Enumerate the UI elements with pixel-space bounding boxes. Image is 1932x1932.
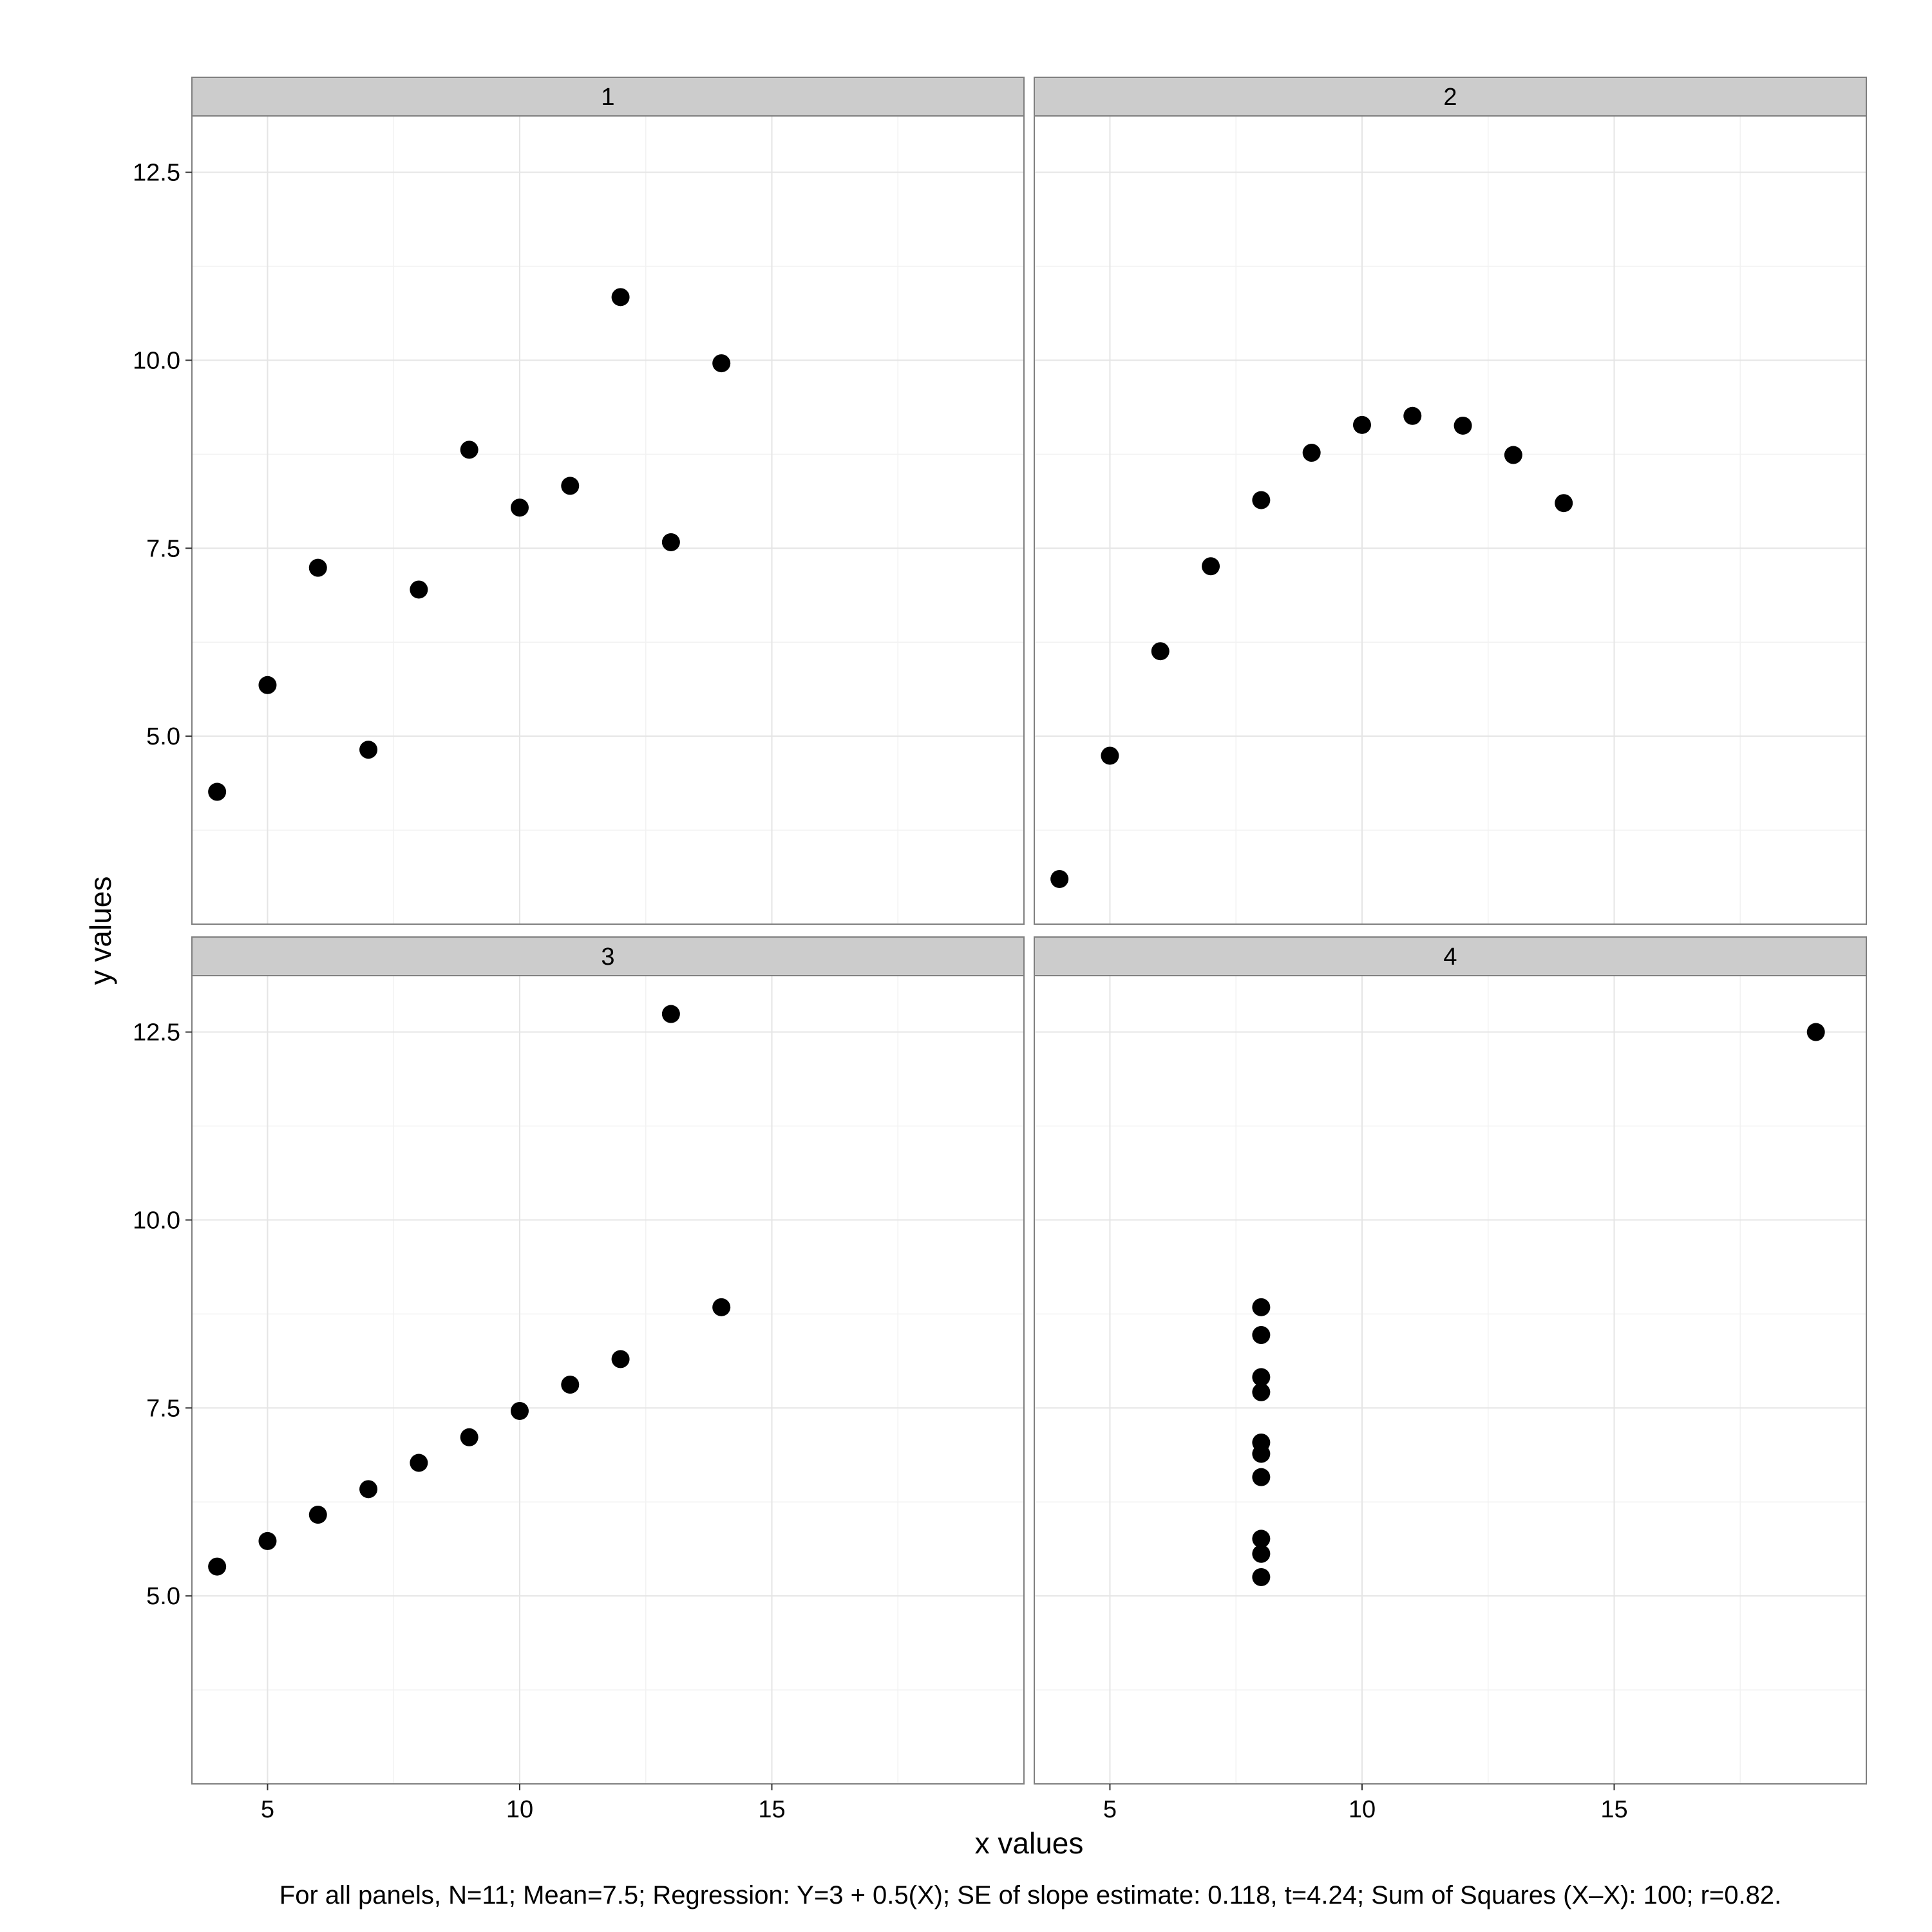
panel-4: 4 5 10 15 xyxy=(1034,936,1867,1823)
facet-strip-label: 3 xyxy=(601,943,614,971)
data-point xyxy=(1252,491,1271,509)
data-point xyxy=(1252,1444,1271,1463)
data-point xyxy=(1101,746,1119,765)
data-point xyxy=(561,477,580,495)
data-point xyxy=(460,1428,478,1446)
data-point xyxy=(1504,446,1522,464)
data-point xyxy=(1252,1567,1271,1586)
facet-strip-label: 2 xyxy=(1443,84,1457,111)
x-tick-label: 10 xyxy=(506,1796,533,1823)
data-point xyxy=(661,533,680,551)
data-point xyxy=(1352,415,1371,434)
data-point xyxy=(410,580,428,599)
panel-2: 2 xyxy=(1034,77,1867,925)
data-point xyxy=(510,1401,529,1420)
data-point xyxy=(1454,416,1472,435)
panel-background xyxy=(192,976,1024,1784)
data-point xyxy=(1806,1023,1825,1041)
data-point xyxy=(611,288,630,307)
y-tick-label: 12.5 xyxy=(133,1019,180,1046)
y-tick-label: 10.0 xyxy=(133,1207,180,1234)
data-point xyxy=(208,782,227,801)
data-point xyxy=(1403,406,1422,425)
y-tick-label: 7.5 xyxy=(146,1395,180,1422)
y-tick-label: 5.0 xyxy=(146,1583,180,1610)
data-point xyxy=(359,1480,378,1499)
panel-background xyxy=(192,116,1024,924)
data-point xyxy=(308,558,327,577)
data-point xyxy=(1252,1530,1271,1548)
data-point xyxy=(1202,557,1220,576)
data-point xyxy=(1252,1368,1271,1387)
facet-strip xyxy=(1034,936,1867,976)
x-tick-label: 15 xyxy=(758,1796,785,1823)
data-point xyxy=(712,354,731,373)
facet-strip xyxy=(191,77,1025,117)
y-tick-label: 7.5 xyxy=(146,535,180,562)
data-point xyxy=(1252,1383,1271,1401)
data-point xyxy=(308,1506,327,1524)
data-point xyxy=(561,1376,580,1394)
data-point xyxy=(712,1298,731,1316)
y-tick-label: 5.0 xyxy=(146,723,180,750)
data-point xyxy=(1151,642,1170,661)
data-point xyxy=(1302,444,1321,462)
x-tick-label: 10 xyxy=(1349,1796,1376,1823)
facet-strip-label: 1 xyxy=(601,84,614,111)
panel-border xyxy=(191,115,1025,925)
data-point xyxy=(258,676,277,694)
y-axis-title: y values xyxy=(84,876,117,985)
facet-strip xyxy=(191,936,1025,976)
data-point xyxy=(208,1557,227,1576)
data-point xyxy=(460,440,478,459)
panel-border xyxy=(1034,115,1867,925)
data-point xyxy=(1252,1298,1271,1316)
panel-1: 1 5.0 7.5 10.0 12.5 xyxy=(133,77,1025,925)
facet-strip-label: 4 xyxy=(1443,943,1457,971)
data-point xyxy=(661,1005,680,1023)
data-point xyxy=(611,1350,630,1368)
data-point xyxy=(1252,1326,1271,1345)
data-point xyxy=(1252,1544,1271,1563)
panel-border xyxy=(1034,975,1867,1785)
x-tick-label: 15 xyxy=(1600,1796,1627,1823)
data-point xyxy=(1555,494,1573,513)
chart-caption: For all panels, N=11; Mean=7.5; Regressi… xyxy=(279,1881,1781,1909)
data-point xyxy=(1252,1468,1271,1486)
y-tick-label: 10.0 xyxy=(133,347,180,374)
x-tick-label: 5 xyxy=(261,1796,274,1823)
panel-3: 3 5.0 7.5 10.0 12.5 5 10 15 xyxy=(133,936,1025,1823)
data-point xyxy=(359,741,378,759)
data-point xyxy=(510,498,529,517)
panel-background xyxy=(1034,116,1866,924)
x-tick-label: 5 xyxy=(1103,1796,1117,1823)
data-point xyxy=(410,1454,428,1472)
x-axis-title: x values xyxy=(975,1826,1084,1860)
data-point xyxy=(1050,869,1069,888)
data-point xyxy=(258,1531,277,1550)
facet-strip xyxy=(1034,77,1867,117)
y-tick-label: 12.5 xyxy=(133,160,180,187)
panel-border xyxy=(191,975,1025,1785)
panel-background xyxy=(1034,976,1866,1784)
